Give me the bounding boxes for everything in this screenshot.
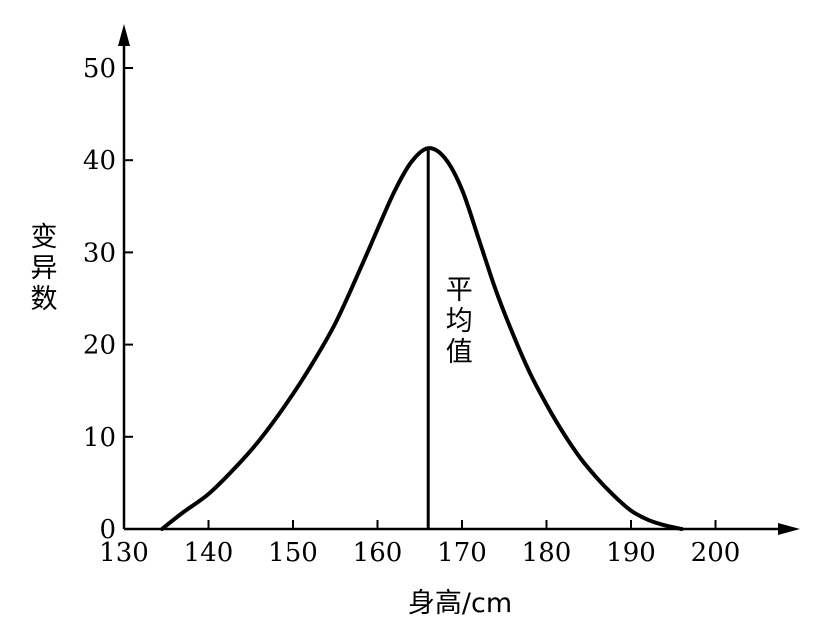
- x-tick-label: 180: [522, 538, 572, 568]
- y-tick-label: 10: [83, 423, 116, 453]
- series: [160, 146, 684, 531]
- y-axis-label: 变异数: [26, 222, 57, 315]
- x-tick-label: 150: [268, 538, 318, 568]
- distribution-curve: [160, 146, 684, 531]
- x-tick-label: 200: [691, 538, 741, 568]
- x-tick-label: 160: [353, 538, 403, 568]
- y-tick-label: 0: [99, 515, 116, 545]
- y-tick-label: 20: [83, 331, 116, 361]
- x-tick-label: 130: [99, 538, 149, 568]
- ticks: 130 140 150 160 170 180 190 200 0 10 20 30 40 50: [83, 54, 740, 568]
- x-tick-label: 190: [606, 538, 656, 568]
- y-tick-label: 30: [83, 238, 116, 268]
- y-tick-label: 40: [83, 146, 116, 176]
- y-axis-arrow: [118, 24, 130, 46]
- x-axis-arrow: [778, 523, 800, 535]
- x-tick-label: 140: [184, 538, 234, 568]
- x-axis-label: 身高/cm: [408, 588, 512, 619]
- x-tick-label: 170: [437, 538, 487, 568]
- mean-label: 平均值: [441, 275, 473, 368]
- y-tick-label: 50: [83, 54, 116, 84]
